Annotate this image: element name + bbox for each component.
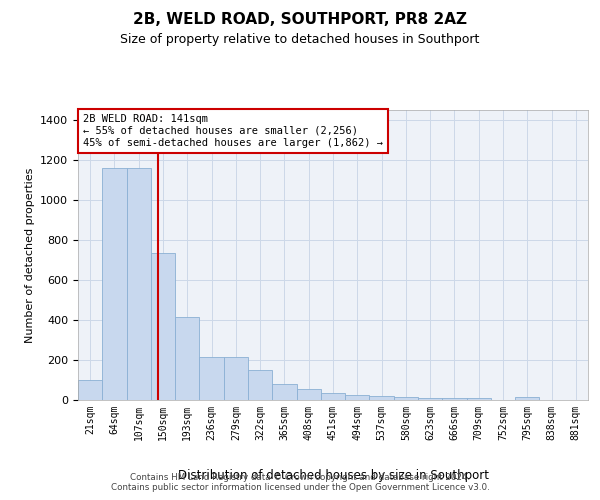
Bar <box>272 384 296 400</box>
Bar <box>199 357 224 400</box>
Bar <box>102 168 127 400</box>
Text: 2B WELD ROAD: 141sqm
← 55% of detached houses are smaller (2,256)
45% of semi-de: 2B WELD ROAD: 141sqm ← 55% of detached h… <box>83 114 383 148</box>
Text: Distribution of detached houses by size in Southport: Distribution of detached houses by size … <box>178 470 488 482</box>
Text: Contains HM Land Registry data © Crown copyright and database right 2024.
Contai: Contains HM Land Registry data © Crown c… <box>110 473 490 492</box>
Bar <box>394 397 418 400</box>
Bar <box>224 357 248 400</box>
Bar <box>175 317 199 400</box>
Bar <box>127 168 151 400</box>
Bar <box>321 393 345 400</box>
Bar <box>467 398 491 400</box>
Bar <box>78 380 102 400</box>
Bar <box>418 398 442 400</box>
Bar <box>370 396 394 400</box>
Bar <box>151 253 175 400</box>
Text: Size of property relative to detached houses in Southport: Size of property relative to detached ho… <box>121 32 479 46</box>
Bar <box>248 370 272 400</box>
Bar <box>442 398 467 400</box>
Bar <box>296 389 321 400</box>
Y-axis label: Number of detached properties: Number of detached properties <box>25 168 35 342</box>
Bar <box>345 395 370 400</box>
Bar <box>515 398 539 400</box>
Text: 2B, WELD ROAD, SOUTHPORT, PR8 2AZ: 2B, WELD ROAD, SOUTHPORT, PR8 2AZ <box>133 12 467 28</box>
